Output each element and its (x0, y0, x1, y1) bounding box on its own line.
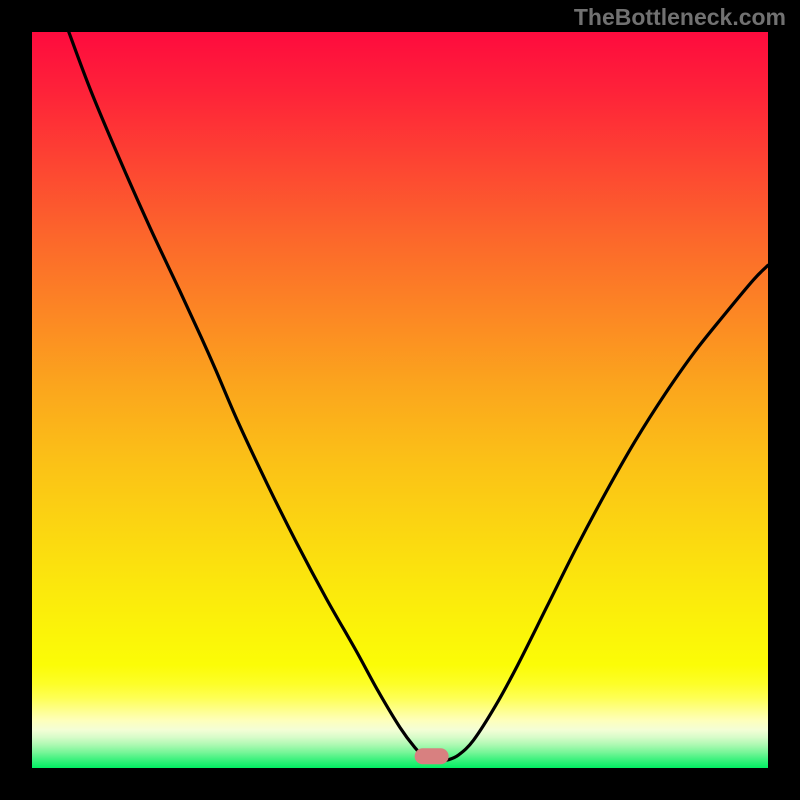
gradient-background (32, 32, 768, 768)
chart-frame (32, 32, 768, 768)
chart-svg (32, 32, 768, 768)
optimal-marker (415, 748, 449, 764)
watermark-text: TheBottleneck.com (574, 4, 786, 31)
